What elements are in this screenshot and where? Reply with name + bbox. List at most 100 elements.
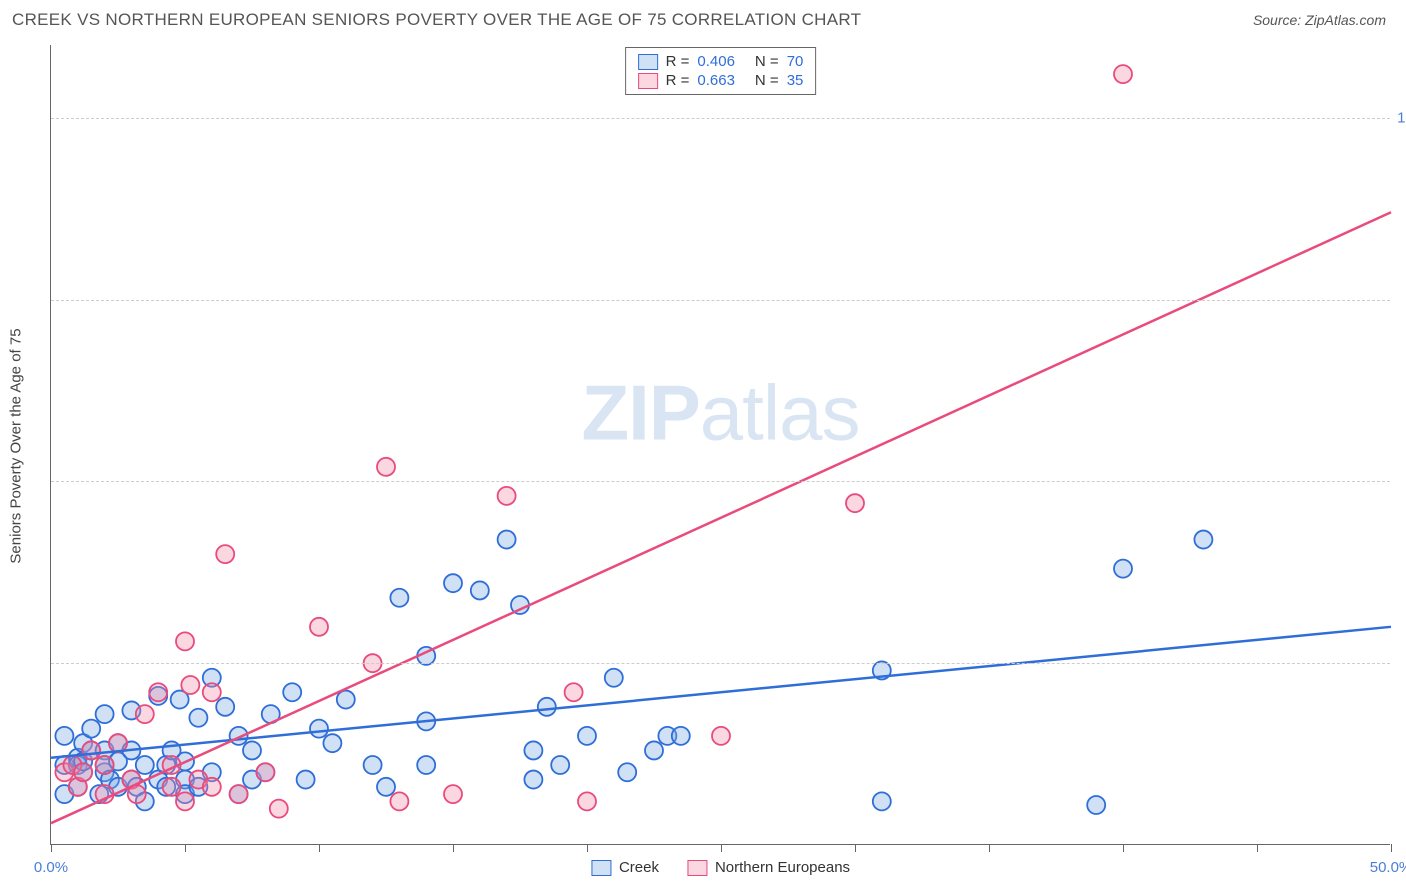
data-point (82, 720, 100, 738)
source-attribution: Source: ZipAtlas.com (1253, 12, 1386, 30)
legend-row-northern: R = 0.663 N = 35 (638, 71, 804, 90)
x-tick (51, 844, 52, 852)
n-label: N = (755, 72, 779, 89)
data-point (846, 494, 864, 512)
swatch-creek (638, 54, 658, 70)
x-tick (319, 844, 320, 852)
data-point (243, 741, 261, 759)
x-tick (453, 844, 454, 852)
x-tick (989, 844, 990, 852)
n-label: N = (755, 53, 779, 70)
y-axis-label: Seniors Poverty Over the Age of 75 (8, 328, 25, 563)
r-label: R = (666, 53, 690, 70)
data-point (181, 676, 199, 694)
data-point (618, 763, 636, 781)
r-label: R = (666, 72, 690, 89)
data-point (310, 720, 328, 738)
x-tick (1123, 844, 1124, 852)
data-point (377, 458, 395, 476)
gridline (51, 300, 1390, 301)
correlation-legend: R = 0.406 N = 70 R = 0.663 N = 35 (625, 47, 817, 95)
data-point (230, 785, 248, 803)
data-point (176, 632, 194, 650)
data-point (417, 756, 435, 774)
data-point (524, 741, 542, 759)
gridline (51, 663, 1390, 664)
data-point (645, 741, 663, 759)
gridline (51, 481, 1390, 482)
legend-item-creek: Creek (591, 859, 659, 876)
gridline (51, 118, 1390, 119)
data-point (471, 581, 489, 599)
x-tick (1391, 844, 1392, 852)
data-point (551, 756, 569, 774)
swatch-northern (638, 73, 658, 89)
data-point (203, 778, 221, 796)
swatch-creek-2 (591, 860, 611, 876)
data-point (873, 792, 891, 810)
data-point (377, 778, 395, 796)
data-point (390, 589, 408, 607)
data-point (136, 705, 154, 723)
data-point (672, 727, 690, 745)
data-point (136, 756, 154, 774)
data-point (337, 691, 355, 709)
data-point (524, 771, 542, 789)
data-point (364, 756, 382, 774)
data-point (1194, 531, 1212, 549)
x-tick (1257, 844, 1258, 852)
x-tick-label: 50.0% (1370, 859, 1406, 876)
data-point (578, 792, 596, 810)
data-point (163, 778, 181, 796)
n-value-northern: 35 (787, 72, 804, 89)
data-point (283, 683, 301, 701)
r-value-northern: 0.663 (697, 72, 735, 89)
x-tick (721, 844, 722, 852)
data-point (390, 792, 408, 810)
swatch-northern-2 (687, 860, 707, 876)
data-point (256, 763, 274, 781)
data-point (96, 756, 114, 774)
data-point (96, 705, 114, 723)
r-value-creek: 0.406 (697, 53, 735, 70)
data-point (498, 531, 516, 549)
source-name: ZipAtlas.com (1305, 12, 1386, 28)
data-point (203, 683, 221, 701)
data-point (444, 574, 462, 592)
data-point (74, 763, 92, 781)
data-point (565, 683, 583, 701)
legend-label-northern: Northern Europeans (715, 859, 850, 876)
data-point (310, 618, 328, 636)
legend-item-northern: Northern Europeans (687, 859, 850, 876)
data-point (1087, 796, 1105, 814)
y-tick-label: 100.0% (1397, 109, 1406, 126)
data-point (216, 545, 234, 563)
chart-title: CREEK VS NORTHERN EUROPEAN SENIORS POVER… (12, 10, 861, 30)
plot-area: ZIPatlas R = 0.406 N = 70 R = 0.663 N = … (50, 45, 1390, 845)
legend-row-creek: R = 0.406 N = 70 (638, 52, 804, 71)
data-point (712, 727, 730, 745)
data-point (176, 792, 194, 810)
data-point (82, 741, 100, 759)
data-point (149, 683, 167, 701)
x-tick (855, 844, 856, 852)
data-point (270, 800, 288, 818)
series-legend: Creek Northern Europeans (591, 859, 850, 876)
source-prefix: Source: (1253, 12, 1305, 28)
data-point (189, 709, 207, 727)
data-point (605, 669, 623, 687)
data-point (1114, 65, 1132, 83)
data-point (498, 487, 516, 505)
data-point (538, 698, 556, 716)
legend-label-creek: Creek (619, 859, 659, 876)
data-point (578, 727, 596, 745)
data-point (1114, 560, 1132, 578)
data-point (216, 698, 234, 716)
data-point (297, 771, 315, 789)
scatter-svg (51, 45, 1390, 844)
data-point (55, 727, 73, 745)
x-tick-label: 0.0% (34, 859, 68, 876)
data-point (323, 734, 341, 752)
data-point (444, 785, 462, 803)
x-tick (587, 844, 588, 852)
